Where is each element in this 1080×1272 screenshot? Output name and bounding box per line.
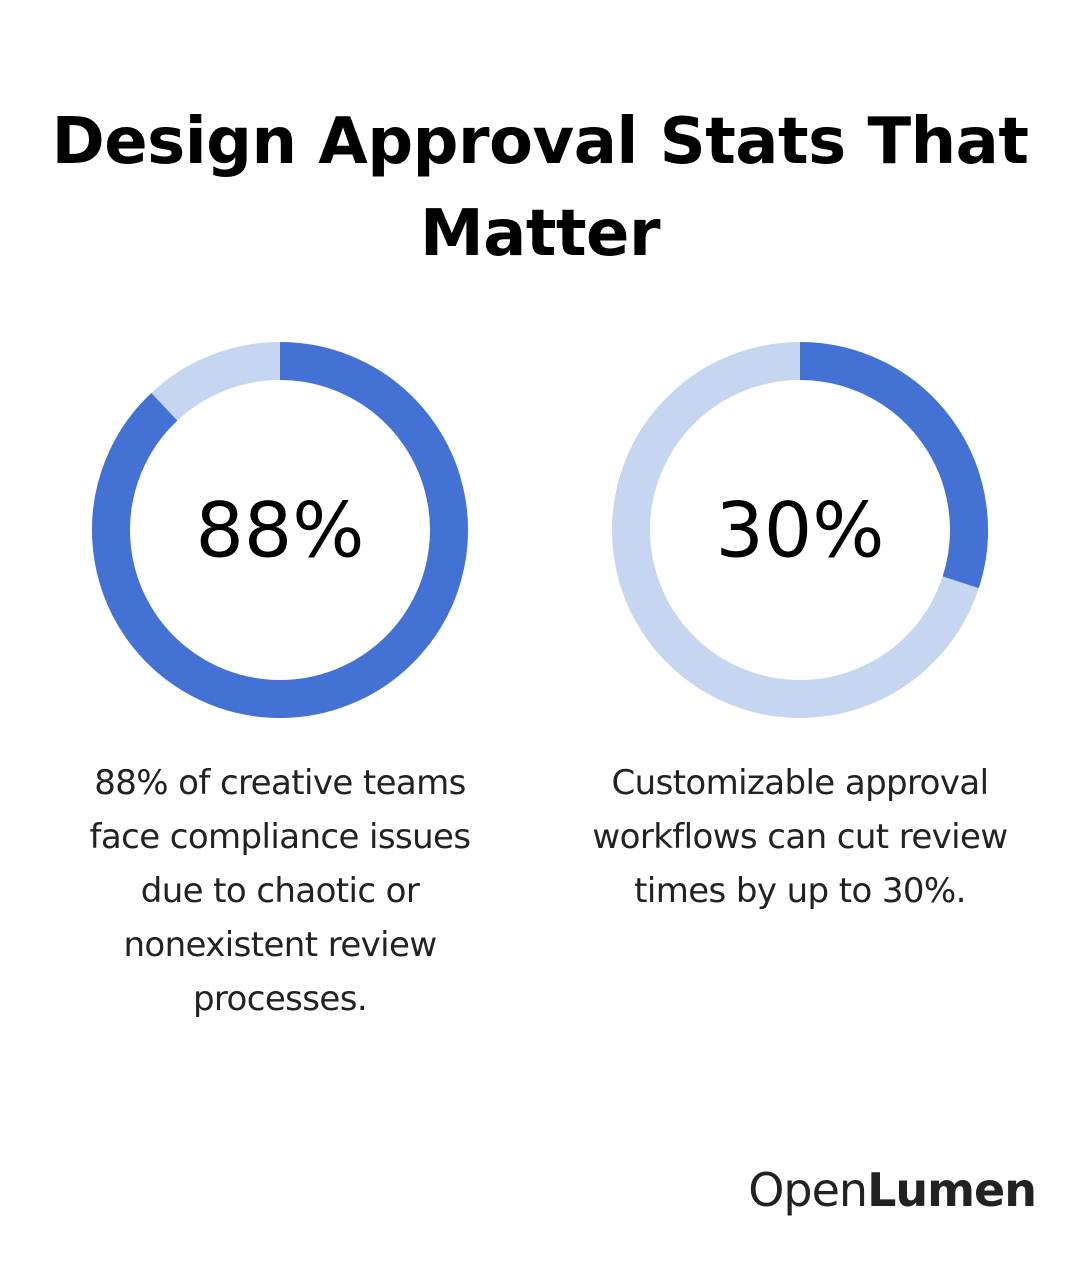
page-title: Design Approval Stats That Matter [51, 105, 1029, 271]
stat-caption: Customizable approval workflows can cut … [592, 763, 1008, 911]
brand-logo: OpenLumen [748, 1160, 1037, 1220]
donut-value-label: 88% [196, 486, 365, 575]
stat-caption: 88% of creative teams face compliance is… [89, 763, 472, 1019]
donut-filled-arc [799, 342, 988, 589]
donut-chart: 88% [92, 342, 468, 718]
logo-text-bold: Lumen [867, 1163, 1037, 1217]
donut-chart: 30% [612, 342, 988, 718]
donut-value-label: 30% [716, 486, 885, 575]
logo-text-regular: Open [748, 1163, 868, 1217]
stat-card: 88% 88% of creative teams face complianc… [70, 340, 490, 1026]
stat-card: 30% Customizable approval workflows can … [590, 340, 1010, 918]
donut-filled-arc [92, 342, 468, 718]
